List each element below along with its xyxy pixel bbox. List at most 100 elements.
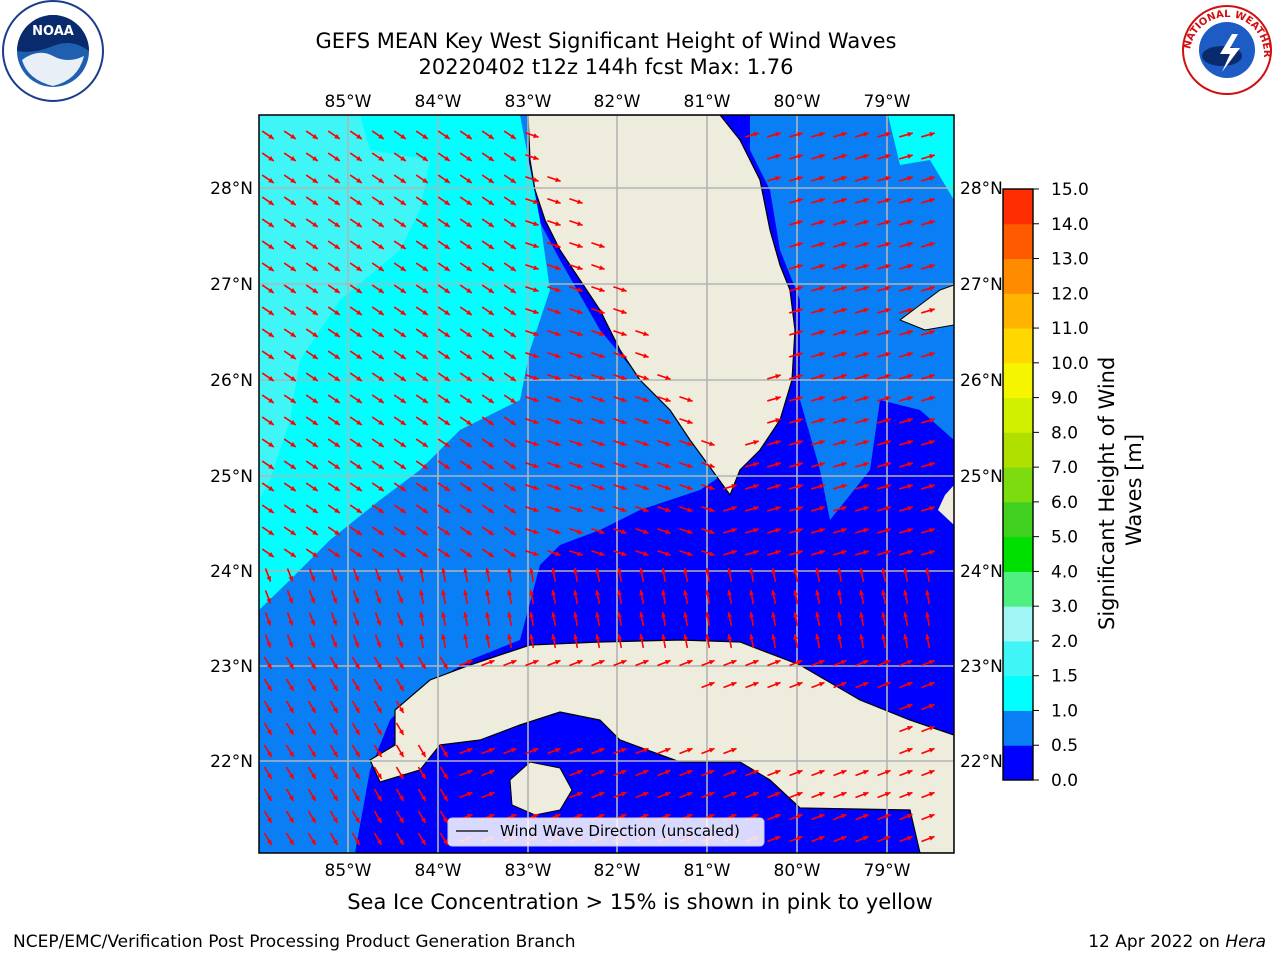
wave-arrow <box>723 484 737 490</box>
wave-arrow <box>459 240 473 250</box>
wave-arrow <box>657 461 671 469</box>
wave-arrow <box>701 527 715 535</box>
wave-arrow <box>899 462 913 468</box>
wave-arrow <box>547 219 561 227</box>
wave-arrow <box>283 218 297 228</box>
wave-arrow <box>569 285 583 293</box>
wave-arrow <box>833 352 847 358</box>
wave-arrow <box>283 130 297 140</box>
wave-arrow <box>767 813 781 821</box>
wave-arrow <box>569 747 583 755</box>
wave-arrow <box>283 394 297 404</box>
wave-arrow <box>771 633 777 649</box>
colorbar-segment <box>1003 675 1033 711</box>
wave-arrow <box>833 791 847 799</box>
wave-arrow <box>899 440 913 446</box>
wave-arrow <box>459 747 473 755</box>
wave-arrow <box>723 681 737 689</box>
wave-arrow <box>525 241 539 249</box>
wave-arrow <box>349 262 363 272</box>
wave-arrow <box>811 176 825 182</box>
wave-band-0.5-1.0-east <box>750 115 954 520</box>
colorbar-segment <box>1003 293 1033 329</box>
wave-arrow <box>373 810 383 824</box>
wave-arrow <box>503 196 517 206</box>
wave-arrow <box>459 262 473 272</box>
wave-arrow <box>793 567 799 583</box>
wave-arrow <box>899 659 913 667</box>
wave-arrow <box>261 416 275 426</box>
wave-arrow <box>393 328 407 338</box>
wave-arrow <box>877 132 891 138</box>
wave-arrow <box>723 659 737 667</box>
wave-arrow <box>525 483 539 491</box>
wave-arrow <box>855 396 869 402</box>
wave-arrow <box>767 462 781 468</box>
bahamas-land <box>898 284 954 331</box>
wave-arrow <box>329 700 339 714</box>
wave-arrow <box>899 681 913 689</box>
wave-arrow <box>767 506 781 512</box>
wave-arrow <box>525 461 539 469</box>
wave-arrow <box>307 656 317 670</box>
wave-arrow <box>481 196 495 206</box>
wave-arrow <box>613 373 627 381</box>
wave-arrow <box>899 264 913 270</box>
wave-arrow <box>833 330 847 336</box>
wave-arrow <box>767 550 781 556</box>
colorbar-segment <box>1003 432 1033 468</box>
wave-arrow <box>683 633 689 649</box>
wave-arrow <box>877 154 891 160</box>
wave-arrow <box>263 788 273 802</box>
wave-arrow <box>811 242 825 248</box>
wave-arrow <box>525 747 539 755</box>
wave-arrow <box>261 152 275 162</box>
wave-arrow <box>525 505 539 513</box>
wave-arrow <box>793 633 799 649</box>
wave-arrow <box>789 132 803 138</box>
wave-arrow <box>503 240 517 250</box>
wave-arrow <box>789 154 803 160</box>
wave-arrow <box>485 633 491 649</box>
lon-label-top: 81°W <box>684 92 731 112</box>
wave-arrow <box>877 352 891 358</box>
wave-arrow <box>395 678 405 692</box>
wave-band-1.5-2.0 <box>259 115 430 500</box>
wave-arrow <box>547 659 561 667</box>
wave-arrow <box>789 308 803 314</box>
wave-arrow <box>327 504 341 514</box>
wave-arrow <box>417 832 427 846</box>
wave-arrow <box>899 396 913 402</box>
wave-arrow <box>903 633 909 649</box>
wave-arrow <box>855 220 869 226</box>
wave-arrow <box>855 264 869 270</box>
wave-arrow <box>349 196 363 206</box>
wave-arrow <box>371 240 385 250</box>
colorbar-tick-label: 7.0 <box>1051 458 1078 478</box>
wave-arrow <box>327 350 341 360</box>
wave-arrow <box>351 656 361 670</box>
wave-arrow <box>437 504 451 514</box>
wave-arrow <box>417 810 427 824</box>
wave-arrow <box>811 132 825 138</box>
wave-arrow <box>855 352 869 358</box>
wave-arrow <box>285 766 295 780</box>
wave-arrow <box>635 549 649 557</box>
wave-arrow <box>437 482 451 492</box>
wave-arrow <box>811 154 825 160</box>
wave-arrow <box>305 460 319 470</box>
wave-arrow <box>613 285 627 293</box>
wave-arrow <box>415 438 429 448</box>
wave-arrow <box>481 791 495 799</box>
wave-arrow <box>855 835 869 843</box>
wave-arrow <box>371 482 385 492</box>
wave-arrow <box>745 791 759 799</box>
wave-arrow <box>285 700 295 714</box>
wave-arrow <box>877 791 891 799</box>
colorbar-tick-label: 0.0 <box>1051 771 1078 791</box>
wave-arrow <box>507 633 513 649</box>
wave-arrow <box>921 681 935 689</box>
wave-arrow <box>569 263 583 271</box>
wave-arrow <box>811 835 825 843</box>
wave-arrow <box>481 284 495 294</box>
